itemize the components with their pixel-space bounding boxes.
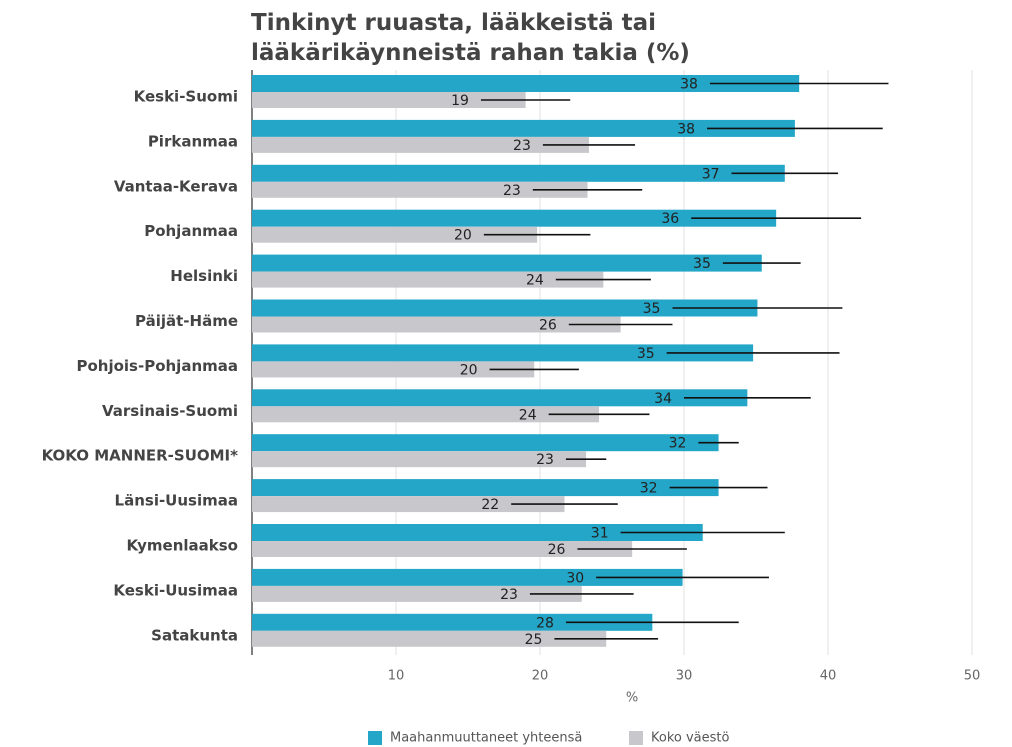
category-label: Vantaa-Kerava [114,177,238,195]
bar [252,92,526,108]
legend-swatch [629,731,643,745]
category-label: Kymenlaakso [126,537,238,555]
category-label: Pohjois-Pohjanmaa [76,357,238,375]
bar [252,496,565,513]
bar [252,630,607,647]
bar [252,136,589,153]
bar [252,451,587,468]
category-label: Keski-Suomi [134,88,238,106]
bar [252,361,535,378]
bar [252,541,633,557]
value-label: 20 [454,228,472,244]
x-axis-label: % [626,691,638,706]
legend-swatch [368,731,382,745]
value-label: 38 [677,121,695,137]
bar [252,316,621,333]
value-label: 23 [503,183,521,199]
category-label: Helsinki [170,267,238,285]
bar [252,181,588,198]
x-tick-label: 10 [388,669,405,684]
category-label: Varsinais-Suomi [102,402,238,420]
category-label: Keski-Uusimaa [113,581,238,599]
category-label: KOKO MANNER-SUOMI* [42,447,239,465]
value-label: 26 [539,318,557,334]
bar [252,271,604,288]
value-label: 35 [643,301,661,317]
bar [252,406,600,423]
value-label: 19 [451,93,469,109]
value-label: 28 [536,615,554,631]
bar [252,344,754,362]
bar [252,389,748,407]
value-label: 32 [669,436,687,452]
bar [252,524,703,541]
category-label: Päijät-Häme [135,312,238,330]
x-tick-label: 30 [676,669,693,684]
category-label: Pirkanmaa [148,132,238,150]
legend-label: Koko väestö [651,731,730,746]
x-tick-label: 20 [532,669,549,684]
value-label: 26 [548,542,566,558]
category-label: Länsi-Uusimaa [115,492,238,510]
legend-label: Maahanmuuttaneet yhteensä [390,731,582,746]
bar [252,209,777,227]
bar [252,613,653,631]
x-tick-label: 50 [964,669,981,684]
bar [252,254,762,272]
x-tick-label: 40 [820,669,837,684]
value-label: 23 [513,138,531,154]
value-label: 37 [702,166,720,182]
value-label: 25 [525,632,543,648]
value-label: 24 [519,407,537,423]
value-label: 23 [500,587,518,603]
value-label: 32 [640,481,658,497]
value-label: 30 [566,570,584,586]
value-label: 20 [460,362,478,378]
bar [252,119,795,137]
category-label: Pohjanmaa [144,222,238,240]
value-label: 22 [481,497,499,513]
bar [252,164,785,182]
value-label: 38 [680,77,698,93]
bar [252,479,719,497]
bar [252,585,582,602]
category-label: Satakunta [151,626,238,644]
bar [252,75,800,92]
value-label: 35 [693,256,711,272]
value-label: 31 [591,526,609,542]
bar [252,299,758,317]
chart-title: Tinkinyt ruuasta, lääkkeistä tai [251,10,656,36]
chart-title: lääkärikäynneistä rahan takia (%) [251,40,690,66]
bar [252,434,719,452]
value-label: 35 [637,346,655,362]
bar [252,226,538,243]
bar [252,568,683,586]
value-label: 23 [536,452,554,468]
value-label: 36 [661,211,679,227]
value-label: 24 [526,273,544,289]
value-label: 34 [654,391,672,407]
